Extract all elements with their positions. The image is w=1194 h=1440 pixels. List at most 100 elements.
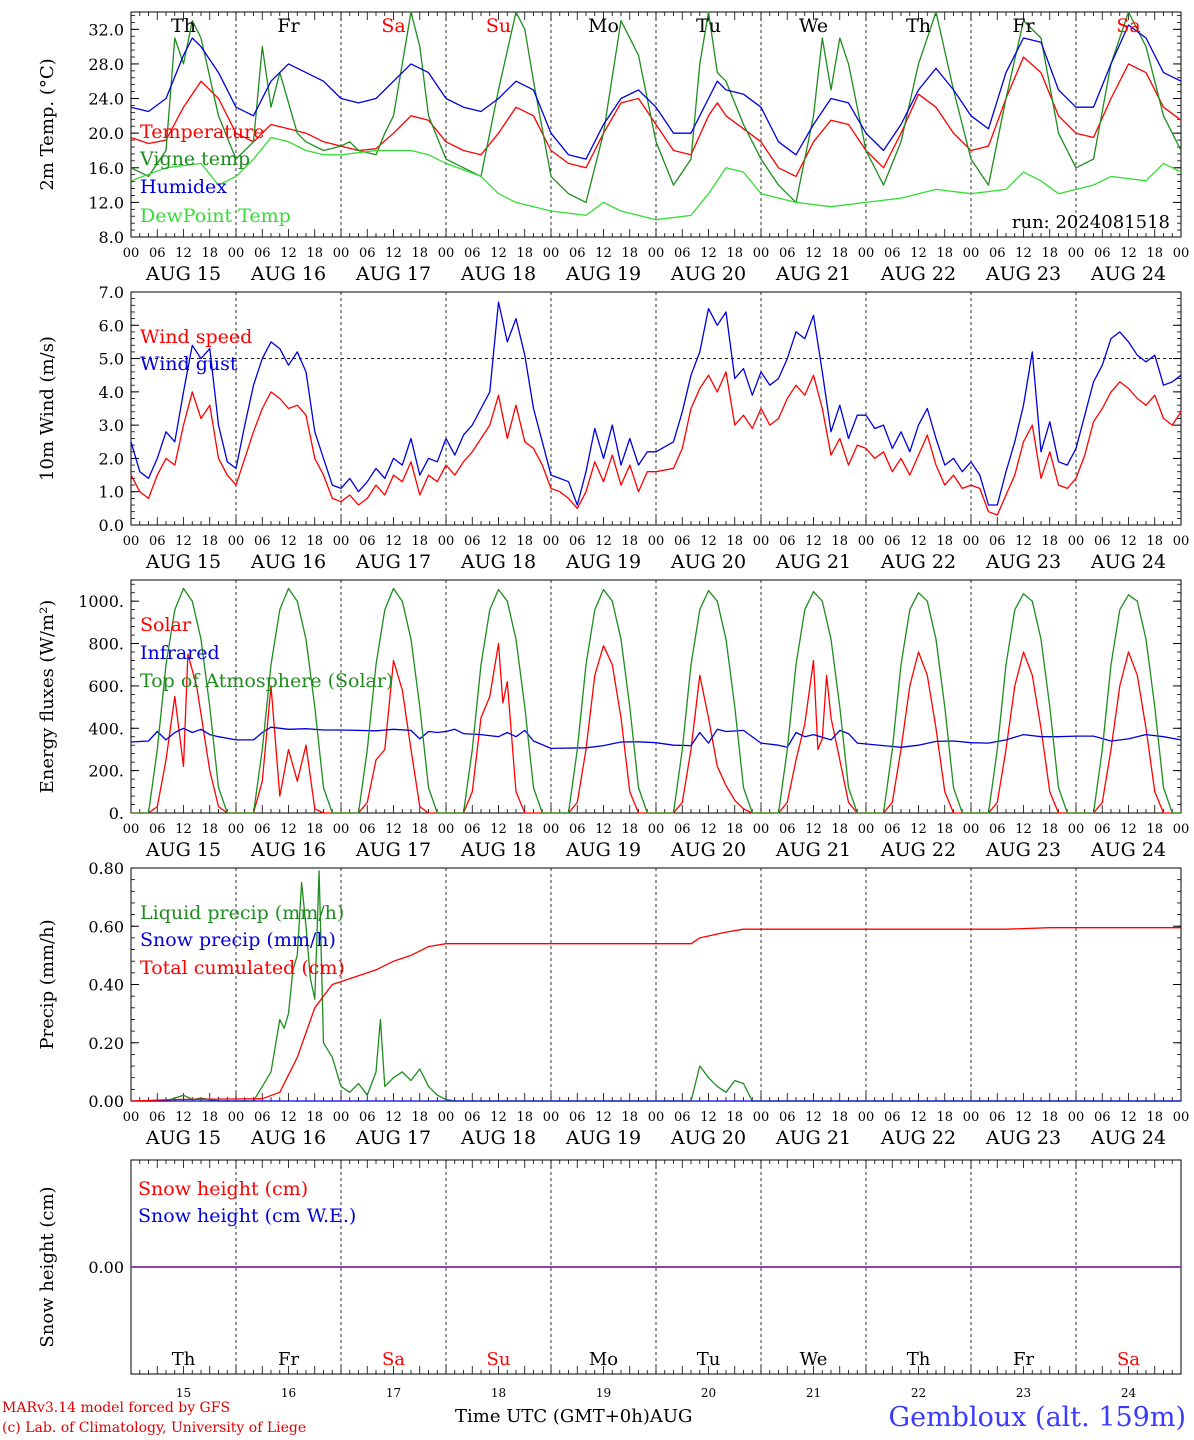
y-tick-label: 7.0	[99, 283, 124, 302]
day-number: 18	[491, 1386, 506, 1400]
day-label: AUG 15	[145, 551, 221, 573]
hour-tick-label: 12	[490, 822, 507, 837]
hour-tick-label: 06	[359, 1110, 376, 1125]
weekday-label: Fr	[277, 15, 300, 37]
hour-tick-label: 12	[805, 1110, 822, 1125]
panel-5: 0.00 Snow height (cm) Snow height (cm) Snow…	[37, 1159, 1182, 1400]
y-tick-label: 600.	[88, 677, 124, 696]
hour-tick-label: 00	[648, 822, 665, 837]
hour-tick-label: 00	[753, 1110, 770, 1125]
hour-tick-label: 06	[989, 534, 1006, 549]
hour-tick-label: 06	[464, 246, 481, 261]
day-label: AUG 18	[460, 551, 536, 573]
hour-tick-label: 00	[1173, 246, 1190, 261]
hour-tick-label: 12	[700, 822, 717, 837]
hour-tick-label: 18	[1146, 534, 1163, 549]
hour-tick-label: 00	[333, 534, 350, 549]
day-label: AUG 24	[1090, 1127, 1166, 1149]
day-label: AUG 21	[775, 263, 851, 285]
hour-tick-label: 00	[963, 1110, 980, 1125]
weekday-label-bottom: Su	[487, 1349, 511, 1370]
day-label: AUG 17	[355, 839, 431, 861]
hour-tick-label: 00	[123, 246, 140, 261]
legend-entry: Wind gust	[140, 353, 238, 375]
hour-tick-label: 12	[910, 246, 927, 261]
day-label: AUG 22	[880, 1127, 956, 1149]
y-tick-label: 3.0	[99, 416, 124, 435]
hour-tick-label: 12	[700, 534, 717, 549]
hour-tick-label: 18	[201, 822, 218, 837]
panel-4: 0.00 0.20 0.40 0.60 0.80 Precip (mm/h) Liquid …	[37, 859, 1189, 1149]
hour-tick-label: 18	[411, 1110, 428, 1125]
hour-tick-label: 18	[621, 1110, 638, 1125]
hour-tick-label: 12	[1120, 1110, 1137, 1125]
hour-tick-label: 06	[254, 822, 271, 837]
weekday-label: Sa	[1116, 15, 1140, 37]
hour-tick-label: 06	[884, 534, 901, 549]
day-label: AUG 24	[1090, 839, 1166, 861]
run-annotation: run: 2024081518	[1012, 212, 1170, 233]
day-label: AUG 21	[775, 839, 851, 861]
y-tick-label: 0.20	[88, 1034, 124, 1053]
hour-tick-label: 18	[411, 534, 428, 549]
hour-tick-label: 18	[726, 534, 743, 549]
weekday-label: Sa	[381, 15, 405, 37]
day-label: AUG 24	[1090, 263, 1166, 285]
hour-tick-label: 06	[464, 822, 481, 837]
day-label: AUG 19	[565, 551, 641, 573]
hour-tick-label: 12	[175, 822, 192, 837]
legend-entry: Infrared	[140, 642, 220, 664]
hour-tick-label: 00	[123, 1110, 140, 1125]
time-axis-title-text: Time UTC (GMT+0h)	[455, 1406, 650, 1427]
hour-tick-label: 06	[1094, 534, 1111, 549]
series-line-top-of-atmosphere-solar-	[131, 587, 1181, 814]
hour-tick-label: 12	[490, 1110, 507, 1125]
hour-tick-label: 06	[674, 534, 691, 549]
hour-tick-label: 18	[726, 1110, 743, 1125]
lab-credit: (c) Lab. of Climatology, University of L…	[2, 1420, 307, 1436]
day-number: 20	[701, 1386, 716, 1400]
hour-tick-label: 12	[1120, 246, 1137, 261]
hour-tick-label: 18	[936, 1110, 953, 1125]
legend-entry: Snow precip (mm/h)	[140, 929, 336, 951]
day-number: 19	[596, 1386, 611, 1400]
day-number: 23	[1016, 1386, 1031, 1400]
day-label: AUG 15	[145, 263, 221, 285]
day-number: 17	[386, 1386, 401, 1400]
hour-tick-label: 18	[201, 246, 218, 261]
panel-2: 0.0 1.0 2.0 3.0 4.0 5.0 6.0 7.0 10m Wind (m/s) Wi…	[37, 283, 1189, 573]
hour-tick-label: 00	[228, 822, 245, 837]
day-label: AUG 23	[985, 551, 1061, 573]
hour-tick-label: 00	[123, 534, 140, 549]
station-name: Gembloux (alt. 159m)	[888, 1402, 1186, 1433]
weekday-label-bottom: Fr	[278, 1349, 299, 1370]
y-tick-label: 0.0	[99, 516, 124, 535]
day-number: 22	[911, 1386, 926, 1400]
hour-tick-label: 00	[1173, 534, 1190, 549]
hour-tick-label: 12	[490, 246, 507, 261]
hour-tick-label: 18	[831, 246, 848, 261]
hour-tick-label: 12	[805, 246, 822, 261]
legend-entry: Snow height (cm)	[138, 1178, 308, 1200]
hour-tick-label: 06	[359, 246, 376, 261]
y-tick-label: 2.0	[99, 449, 124, 468]
hour-tick-label: 06	[989, 246, 1006, 261]
hour-tick-label: 00	[438, 534, 455, 549]
weekday-label-bottom: Mo	[589, 1349, 618, 1370]
series-line-temperature	[130, 56, 1182, 178]
hour-tick-label: 18	[831, 822, 848, 837]
y-tick-label: 12.0	[88, 193, 124, 212]
hour-tick-label: 00	[858, 1110, 875, 1125]
hour-tick-label: 18	[936, 246, 953, 261]
weekday-label-bottom: Tu	[697, 1349, 721, 1370]
y-tick-label: 0.40	[88, 976, 124, 995]
panel-3: 0. 200. 400. 600. 800. 1000. Energy fluxes (W/…	[37, 579, 1189, 861]
model-credit: MARv3.14 model forced by GFS	[2, 1400, 231, 1416]
series-line-total-cumulated-cm-	[130, 927, 1181, 1102]
hour-tick-label: 12	[175, 246, 192, 261]
hour-tick-label: 00	[753, 822, 770, 837]
hour-tick-label: 12	[385, 534, 402, 549]
hour-tick-label: 18	[1146, 822, 1163, 837]
y-tick-label: 1.0	[99, 483, 124, 502]
hour-tick-label: 06	[569, 534, 586, 549]
